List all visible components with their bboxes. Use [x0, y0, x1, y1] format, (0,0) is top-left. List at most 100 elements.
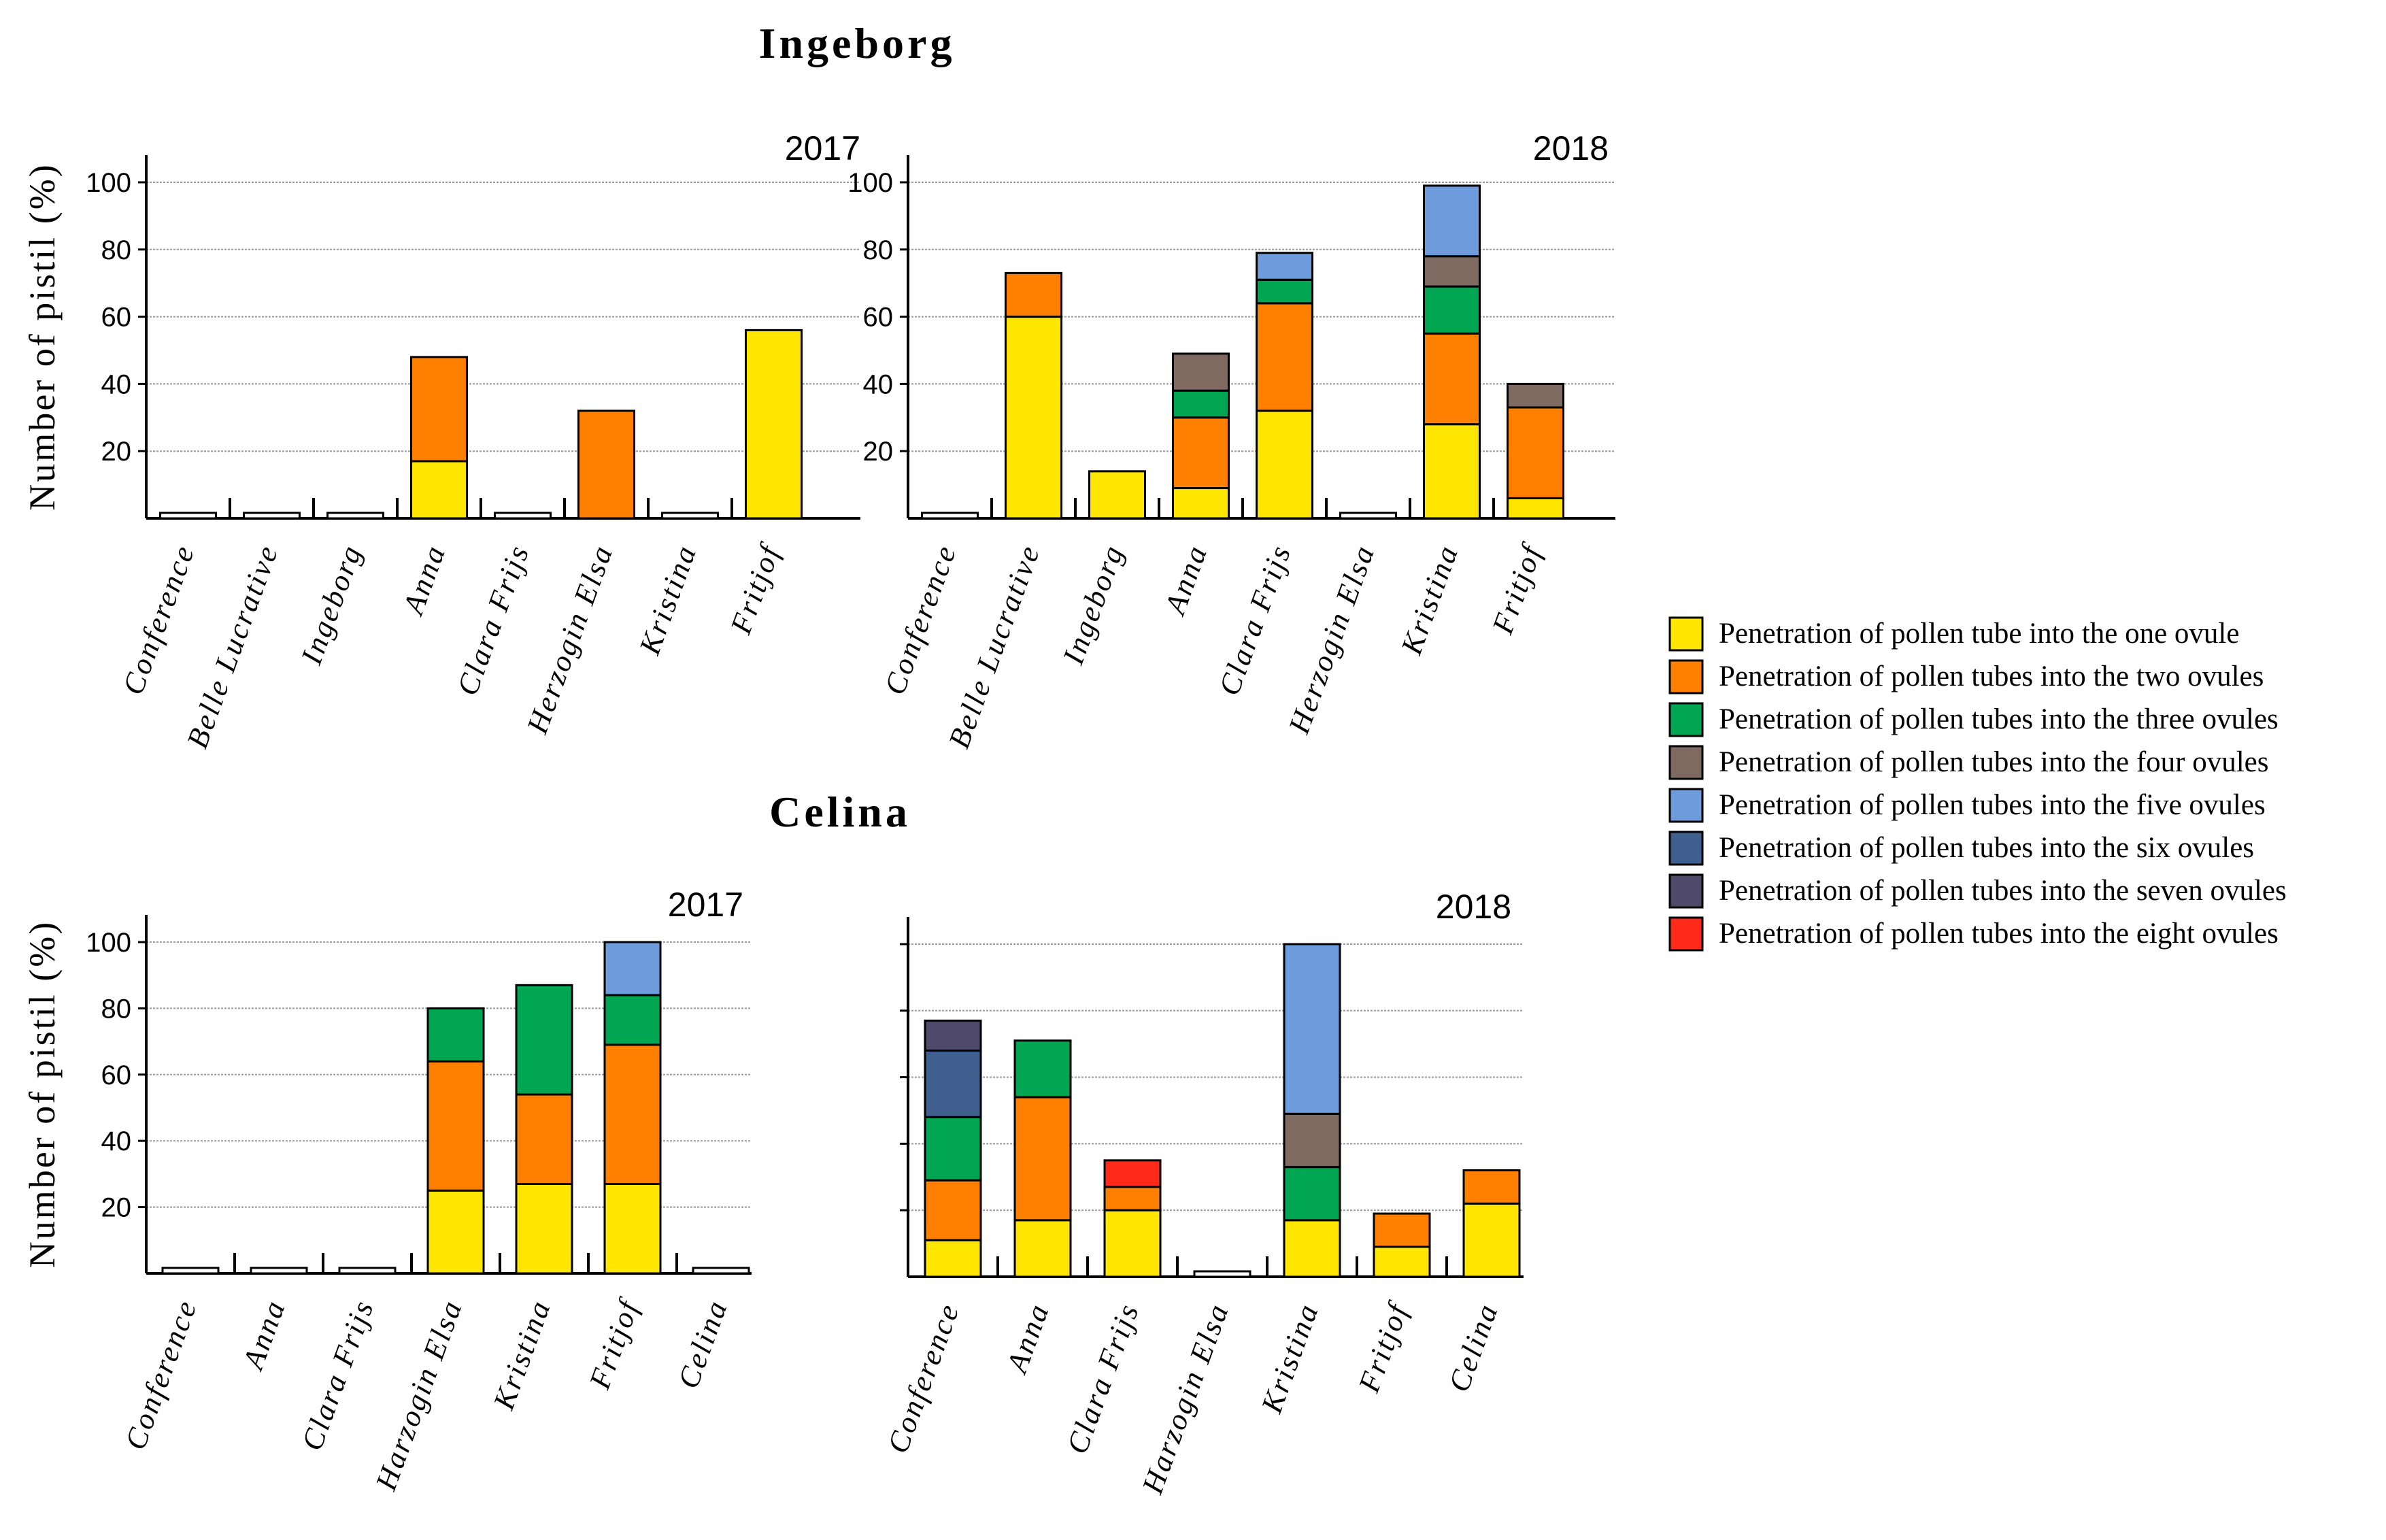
x-tick-label: Herzogin Elsa: [1282, 540, 1381, 739]
bar-segment-conference-one: [924, 1239, 982, 1278]
y-tick-label: 100: [86, 928, 131, 958]
chart-year-title: 2018: [1533, 129, 1609, 167]
y-tick-label: 40: [101, 369, 132, 399]
bar-segment-harzogin-elsa-two: [426, 1060, 485, 1192]
legend-swatch-two: [1668, 659, 1704, 694]
x-tick-label: Belle Lucrative: [180, 540, 285, 753]
legend-label-eight: Penetration of pollen tubes into the eig…: [1719, 918, 2279, 950]
legend-label-three: Penetration of pollen tubes into the thr…: [1719, 703, 2279, 735]
bar-segment-fritjof-two: [1507, 406, 1564, 499]
bar-empty-belle-lucrative: [243, 512, 301, 520]
y-axis-label: Number of pistil (%): [22, 163, 63, 510]
x-tick-label: Conference: [118, 1295, 203, 1454]
bar-segment-fritjof-one: [1373, 1245, 1431, 1278]
legend-label-seven: Penetration of pollen tubes into the sev…: [1719, 875, 2287, 907]
bar-segment-harzogin-elsa-one: [426, 1189, 485, 1275]
x-tick-label: Clara Frijs: [1060, 1299, 1145, 1458]
bar-segment-kristina-one: [1283, 1219, 1341, 1278]
bar-empty-kristina: [661, 512, 719, 520]
bar-empty-clara-frijs: [494, 512, 552, 520]
y-tick-label: 100: [86, 168, 131, 198]
bar-empty-anna: [250, 1267, 308, 1275]
bar-segment-kristina-two: [515, 1093, 573, 1186]
bar-empty-conference: [159, 512, 217, 520]
legend-swatch-seven: [1668, 873, 1704, 909]
x-tick-label: Kristina: [633, 540, 703, 660]
x-tick-label: Harzogin Elsa: [369, 1295, 469, 1495]
x-tick-label: Anna: [396, 540, 452, 620]
x-tick-label: Anna: [999, 1299, 1056, 1379]
bar-segment-fritjof-five: [603, 941, 662, 997]
bar-empty-celina: [692, 1267, 750, 1275]
y-tick-label: 80: [863, 235, 894, 265]
x-tick-label: Ingeborg: [295, 540, 369, 669]
chart-year-title: 2017: [785, 129, 860, 167]
chart-ingeborg-2017: 20 40 60 80 100 2017 Number of pistil (%) Confe…: [22, 129, 860, 752]
x-tick-label: Kristina: [1394, 540, 1465, 660]
y-tick-label: 60: [101, 303, 132, 333]
bar-segment-herzogin-elsa-two: [577, 409, 635, 520]
bar-segment-celina-two: [1462, 1169, 1521, 1205]
y-tick-label: 60: [101, 1060, 132, 1090]
bar-segment-kristina-one: [1423, 423, 1481, 520]
bar-segment-anna-one: [410, 460, 468, 520]
bar-empty-conference: [921, 512, 979, 520]
bar-segment-fritjof-one: [1507, 497, 1564, 520]
bar-segment-ingeborg-one: [1088, 470, 1146, 520]
bar-segment-conference-two: [924, 1179, 982, 1241]
x-tick-label: Conference: [878, 540, 963, 699]
bar-segment-anna-three: [1172, 389, 1230, 419]
x-tick-label: Kristina: [486, 1295, 557, 1415]
y-tick-label: 40: [863, 369, 894, 399]
legend-label-six: Penetration of pollen tubes into the six…: [1719, 832, 2254, 864]
x-tick-label: Belle Lucrative: [942, 540, 1047, 753]
x-tick-label: Kristina: [1254, 1299, 1325, 1418]
x-tick-label: Clara Frijs: [1212, 540, 1297, 700]
bar-segment-clara-frijs-five: [1256, 252, 1313, 281]
legend-swatch-five: [1668, 788, 1704, 823]
bar-segment-anna-four: [1172, 352, 1230, 392]
bar-segment-kristina-five: [1283, 943, 1341, 1115]
bar-empty-conference: [161, 1267, 220, 1275]
x-tick-label: Clara Frijs: [450, 540, 535, 700]
x-tick-label: Celina: [1442, 1299, 1505, 1396]
bar-segment-harzogin-elsa-three: [426, 1007, 485, 1062]
x-tick-label: Herzogin Elsa: [520, 540, 620, 739]
bar-segment-conference-six: [924, 1049, 982, 1118]
legend-swatch-four: [1668, 745, 1704, 780]
bar-segment-anna-one: [1172, 487, 1230, 520]
bar-segment-kristina-three: [515, 984, 573, 1096]
bar-segment-fritjof-one: [745, 329, 803, 520]
x-tick-label: Fritjof: [724, 538, 788, 639]
legend-label-two: Penetration of pollen tubes into the two…: [1719, 660, 2264, 692]
bar-segment-belle-lucrative-two: [1005, 271, 1062, 318]
bar-segment-anna-three: [1013, 1039, 1072, 1099]
bar-segment-clara-frijs-two: [1256, 302, 1313, 412]
bar-empty-herzogin-elsa: [1339, 512, 1397, 520]
x-tick-label: Fritjof: [1352, 1296, 1416, 1397]
bar-segment-conference-seven: [924, 1019, 982, 1052]
bar-segment-clara-frijs-eight: [1103, 1159, 1162, 1188]
bar-segment-anna-two: [1013, 1096, 1072, 1222]
y-tick-label: 80: [101, 994, 132, 1024]
legend-swatch-one: [1668, 616, 1704, 652]
bar-segment-anna-two: [1172, 416, 1230, 490]
bar-empty-ingeborg: [326, 512, 384, 520]
bar-segment-kristina-four: [1283, 1112, 1341, 1169]
y-tick-label: 20: [101, 437, 132, 467]
section-title-ingeborg: Ingeborg: [759, 19, 956, 67]
legend-swatch-three: [1668, 702, 1704, 737]
bar-segment-kristina-five: [1423, 184, 1481, 258]
bar-segment-fritjof-four: [1507, 382, 1564, 409]
legend-label-four: Penetration of pollen tubes into the fou…: [1719, 746, 2268, 778]
bar-segment-kristina-three: [1283, 1166, 1341, 1222]
y-tick-label: 60: [863, 303, 894, 333]
bar-segment-fritjof-one: [603, 1183, 662, 1275]
legend-swatch-six: [1668, 831, 1704, 866]
bar-segment-fritjof-three: [603, 994, 662, 1046]
x-tick-label: Anna: [235, 1295, 292, 1375]
bar-segment-belle-lucrative-one: [1005, 316, 1062, 520]
chart-year-title: 2018: [1436, 888, 1511, 926]
